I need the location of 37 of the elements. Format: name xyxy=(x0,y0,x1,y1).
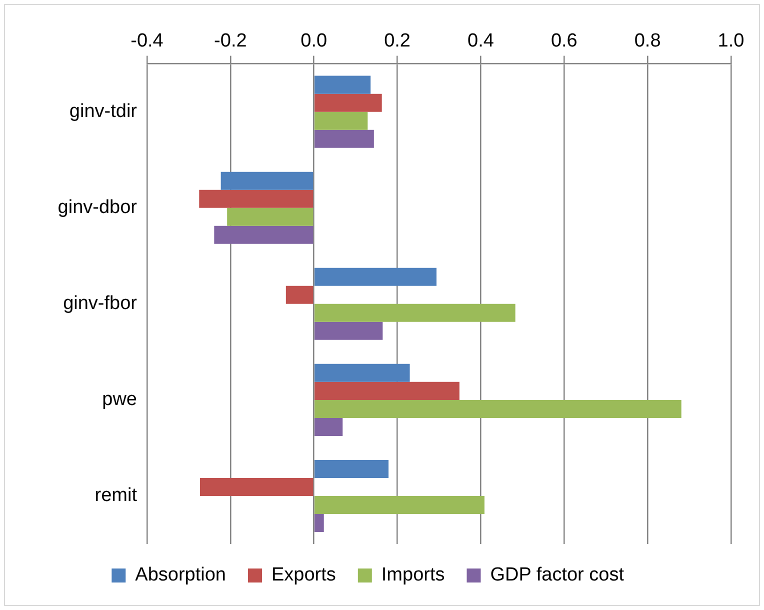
bar xyxy=(220,172,314,190)
bar xyxy=(314,94,382,112)
x-tick-label: 0.4 xyxy=(468,30,494,52)
y-tick-label: ginv-fbor xyxy=(63,293,138,314)
bar xyxy=(314,418,343,436)
y-tick-label: ginv-tdir xyxy=(69,101,138,122)
bar xyxy=(314,400,682,418)
legend-label: Exports xyxy=(271,564,336,586)
bar xyxy=(314,382,460,400)
x-tick-label: 1.0 xyxy=(718,30,744,52)
bar xyxy=(314,460,389,478)
bar xyxy=(314,364,410,382)
bar xyxy=(199,190,314,208)
x-tick-label: 0.0 xyxy=(300,30,328,52)
x-tick-label: 0.2 xyxy=(384,30,410,52)
bar xyxy=(200,478,314,496)
bar xyxy=(314,268,436,286)
bar xyxy=(286,286,314,304)
legend-label: Absorption xyxy=(135,564,226,586)
legend-label: Imports xyxy=(381,564,445,586)
bar xyxy=(314,76,371,94)
y-tick-label: pwe xyxy=(102,389,137,410)
y-tick-label: remit xyxy=(94,485,138,506)
bar xyxy=(314,514,324,532)
bar xyxy=(314,496,484,514)
bar xyxy=(227,208,314,226)
x-tick-label: -0.4 xyxy=(130,30,164,52)
bar xyxy=(214,226,314,244)
bar xyxy=(314,112,368,130)
x-tick-label: 0.8 xyxy=(634,30,661,52)
x-tick-label: 0.6 xyxy=(550,30,578,52)
bar xyxy=(314,130,374,148)
bar xyxy=(314,304,516,322)
x-tick-label: -0.2 xyxy=(214,30,247,52)
y-tick-label: ginv-dbor xyxy=(58,197,138,218)
legend-label: GDP factor cost xyxy=(490,564,625,586)
bar xyxy=(314,322,383,340)
